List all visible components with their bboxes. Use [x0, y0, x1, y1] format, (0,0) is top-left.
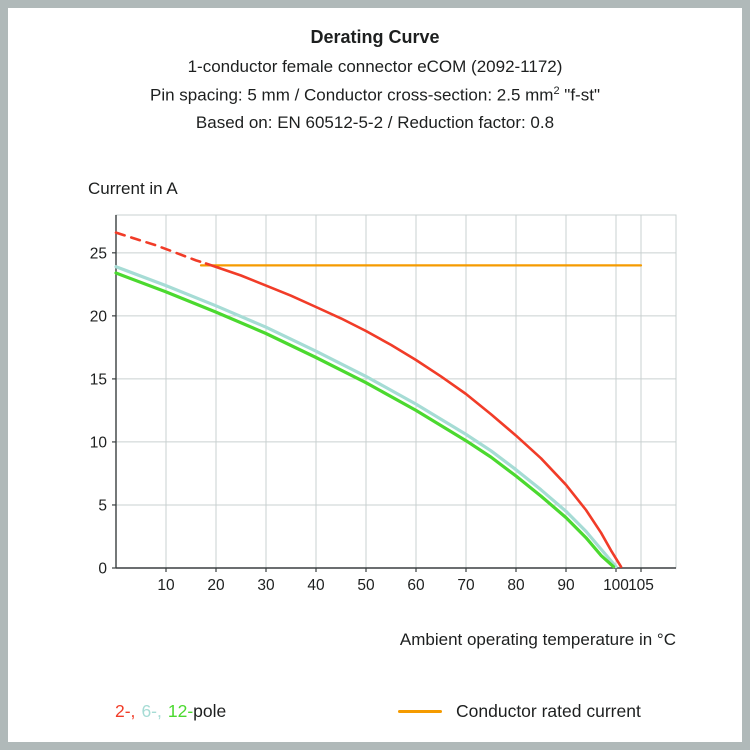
- svg-text:25: 25: [90, 245, 107, 262]
- svg-text:10: 10: [90, 434, 108, 451]
- svg-text:10: 10: [157, 577, 175, 594]
- pole-legend-12: 12-: [167, 701, 194, 721]
- subtitle-specs-post: "f-st": [559, 85, 600, 105]
- derating-chart: 10 20 30 40 50 60 70 80 90 100 105 0 5 10 15 20 25: [90, 214, 677, 594]
- svg-text:105: 105: [628, 577, 654, 594]
- subtitle-specs-pre: Pin spacing: 5 mm / Conductor cross-sect…: [150, 85, 554, 105]
- chart-title: Derating Curve: [310, 27, 440, 47]
- svg-text:90: 90: [557, 577, 575, 594]
- pole-legend-2: 2-,: [115, 701, 136, 721]
- pole-legend-6: 6-,: [141, 701, 162, 721]
- rated-current-line-swatch: [398, 710, 442, 713]
- rated-current-legend: Conductor rated current: [398, 701, 641, 722]
- svg-text:100: 100: [603, 577, 629, 594]
- rated-current-label: Conductor rated current: [456, 701, 641, 721]
- subtitle-specs: Pin spacing: 5 mm / Conductor cross-sect…: [0, 85, 750, 106]
- svg-text:0: 0: [98, 561, 107, 578]
- pole-legend: 2-, 6-, 12-pole: [115, 701, 226, 722]
- pole-legend-suffix: pole: [193, 701, 227, 721]
- svg-text:70: 70: [457, 577, 475, 594]
- x-axis-title: Ambient operating temperature in °C: [399, 630, 676, 649]
- svg-text:5: 5: [98, 497, 107, 514]
- y-axis-title: Current in A: [88, 179, 178, 198]
- svg-text:60: 60: [407, 577, 425, 594]
- subtitle-basis: Based on: EN 60512-5-2 / Reduction facto…: [195, 113, 555, 132]
- svg-text:40: 40: [307, 577, 325, 594]
- svg-text:15: 15: [90, 371, 107, 388]
- svg-text:30: 30: [257, 577, 275, 594]
- svg-text:20: 20: [207, 577, 225, 594]
- svg-text:50: 50: [357, 577, 375, 594]
- subtitle-product: 1-conductor female connector eCOM (2092-…: [187, 57, 563, 76]
- svg-text:80: 80: [507, 577, 525, 594]
- svg-text:20: 20: [90, 308, 108, 325]
- subtitle-specs-superscript: 2: [553, 85, 560, 97]
